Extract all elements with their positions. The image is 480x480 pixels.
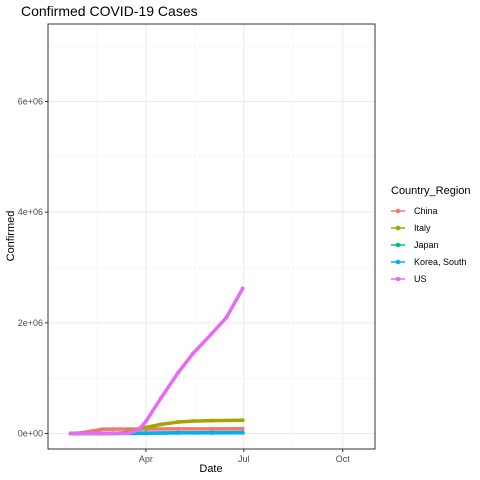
legend-item: Italy bbox=[391, 223, 431, 233]
chart-title: Confirmed COVID-19 Cases bbox=[21, 3, 198, 19]
data-point bbox=[176, 430, 181, 435]
data-point bbox=[209, 430, 214, 435]
y-tick-label: 0e+00 bbox=[18, 429, 43, 439]
series-us bbox=[68, 286, 245, 436]
legend-label: Italy bbox=[414, 223, 431, 233]
x-axis-title: Date bbox=[199, 463, 222, 475]
data-point bbox=[125, 431, 130, 436]
data-point bbox=[110, 431, 115, 436]
panel-border bbox=[47, 23, 376, 450]
legend-key-point bbox=[395, 225, 401, 231]
data-point bbox=[191, 351, 196, 356]
legend-key-point bbox=[395, 208, 401, 214]
legend-item: US bbox=[391, 274, 427, 284]
data-point bbox=[224, 315, 229, 320]
legend-label: Japan bbox=[414, 240, 439, 250]
data-point bbox=[240, 418, 245, 423]
data-point bbox=[191, 419, 196, 424]
y-axis-title: Confirmed bbox=[5, 211, 17, 262]
data-point bbox=[99, 427, 104, 432]
legend-key-point bbox=[395, 242, 401, 248]
data-point bbox=[176, 426, 181, 431]
legend-item: China bbox=[391, 206, 438, 216]
data-point bbox=[68, 431, 73, 436]
data-point bbox=[143, 419, 148, 424]
data-point bbox=[176, 420, 181, 425]
x-tick-label: Oct bbox=[336, 454, 351, 464]
data-point bbox=[209, 331, 214, 336]
data-point bbox=[143, 425, 148, 430]
legend-key-point bbox=[395, 276, 401, 282]
data-point bbox=[240, 426, 245, 431]
x-tick-label: Apr bbox=[139, 454, 153, 464]
data-point bbox=[136, 427, 141, 432]
data-point bbox=[209, 426, 214, 431]
legend-item: Korea, South bbox=[391, 257, 467, 267]
data-point bbox=[209, 418, 214, 423]
x-tick-label: Jul bbox=[238, 454, 250, 464]
data-point bbox=[158, 422, 163, 427]
plot-panel bbox=[47, 23, 376, 450]
data-point bbox=[240, 286, 245, 291]
legend-key-point bbox=[395, 259, 401, 265]
y-tick-label: 6e+06 bbox=[18, 96, 43, 106]
data-point bbox=[176, 370, 181, 375]
data-point bbox=[158, 396, 163, 401]
legend-title: Country_Region bbox=[391, 185, 471, 197]
y-tick-label: 2e+06 bbox=[18, 318, 43, 328]
data-point bbox=[110, 427, 115, 432]
data-point bbox=[240, 430, 245, 435]
legend-label: China bbox=[414, 206, 438, 216]
y-tick-label: 4e+06 bbox=[18, 207, 43, 217]
legend: Country_Region China Italy Japan Korea, Sou… bbox=[391, 185, 471, 284]
legend-label: Korea, South bbox=[414, 257, 467, 267]
legend-item: Japan bbox=[391, 240, 439, 250]
data-point bbox=[143, 430, 148, 435]
legend-label: US bbox=[414, 274, 427, 284]
